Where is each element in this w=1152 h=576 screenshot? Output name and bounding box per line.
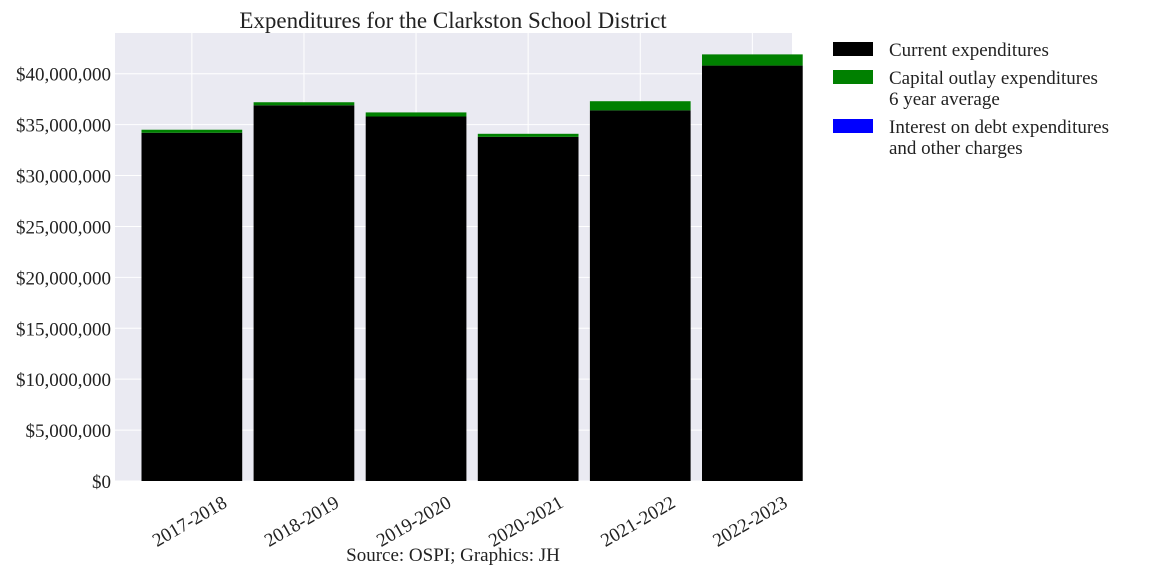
x-tick-label: 2017-2018 [149,492,231,551]
legend-label: Interest on debt expenditures [889,117,1109,138]
y-tick-label: $35,000,000 [16,116,111,137]
x-tick-label: 2018-2019 [261,492,343,551]
bar-2020-2021-series-0 [477,136,579,481]
x-tick-label: 2019-2020 [373,492,455,551]
bar-2022-2023-series-0 [702,65,803,481]
bar-2018-2019-series-1 [253,102,355,106]
y-tick-label: $10,000,000 [16,370,111,391]
legend: Current expenditures Capital outlay expen… [833,40,1109,159]
y-axis-ticks: $0 $5,000,000 $10,000,000 $15,000,000 $20,00… [16,65,111,493]
y-tick-label: $25,000,000 [16,217,111,238]
legend-label: 6 year average [889,89,1000,110]
bar-2021-2022-series-0 [589,110,691,481]
chart-caption: Source: OSPI; Graphics: JH [346,545,560,566]
legend-label: Current expenditures [889,40,1049,61]
bar-2017-2018-series-1 [141,129,243,133]
y-tick-label: $30,000,000 [16,167,111,188]
x-tick-label: 2022-2023 [709,492,791,551]
x-axis-ticks: 2017-2018 2018-2019 2019-2020 2020-2021 2021… [149,492,791,551]
legend-swatch [833,119,873,133]
bar-2018-2019-series-0 [253,105,355,482]
bar-2021-2022-series-1 [589,101,691,111]
legend-swatch [833,70,873,84]
y-tick-label: $20,000,000 [16,268,111,289]
y-tick-label: $0 [92,472,111,493]
bar-2019-2020-series-1 [365,112,467,117]
x-tick-label: 2021-2022 [597,492,679,551]
bar-2019-2020-series-0 [365,116,467,481]
bar-2022-2023-series-1 [702,54,803,66]
bar-layer [141,54,803,482]
y-tick-label: $15,000,000 [16,319,111,340]
y-tick-label: $5,000,000 [26,421,112,442]
bar-2017-2018-series-0 [141,132,243,482]
x-tick-label: 2020-2021 [485,492,567,551]
chart-title: Expenditures for the Clarkston School Di… [239,8,667,33]
legend-label: Capital outlay expenditures [889,68,1098,89]
y-tick-label: $40,000,000 [16,65,111,86]
bar-2020-2021-series-1 [477,133,579,137]
legend-label: and other charges [889,138,1023,159]
legend-swatch [833,42,873,56]
